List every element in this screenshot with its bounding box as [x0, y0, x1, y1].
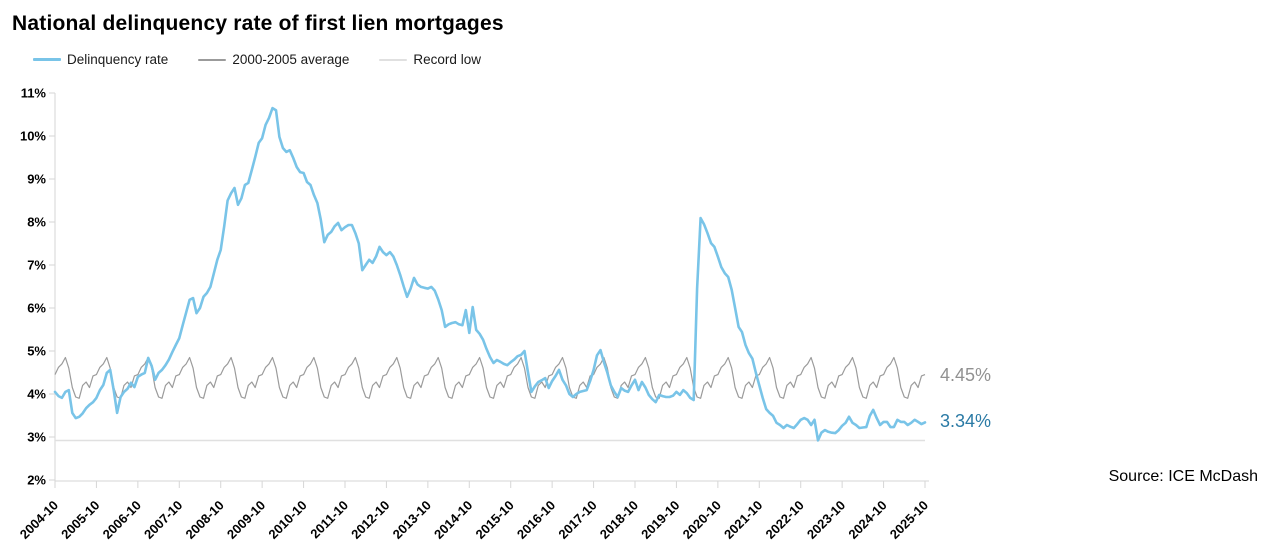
x-tick-label: 2024-10 [845, 498, 889, 542]
delinquency-end-value-label: 3.34% [940, 411, 992, 431]
x-tick-label: 2011-10 [307, 498, 351, 542]
x-tick-label: 2017-10 [555, 498, 599, 542]
y-tick-label: 6% [27, 301, 46, 316]
y-tick-label: 4% [27, 387, 46, 402]
legend-item-record-low[interactable]: Record low [379, 52, 481, 67]
x-tick-label: 2018-10 [597, 498, 641, 542]
y-tick-label: 10% [20, 129, 46, 144]
x-tick-label: 2012-10 [348, 498, 392, 542]
y-tick-label: 9% [27, 172, 46, 187]
y-tick-label: 7% [27, 258, 46, 273]
delinquency-rate-line-swatch-icon [33, 58, 61, 61]
x-tick-label: 2006-10 [100, 498, 144, 542]
x-tick-label: 2021-10 [721, 498, 765, 542]
x-tick-label: 2008-10 [182, 498, 226, 542]
average-line [54, 356, 926, 399]
y-tick-label: 8% [27, 215, 46, 230]
x-tick-label: 2010-10 [265, 498, 309, 542]
legend-label: Delinquency rate [67, 52, 169, 67]
legend-label: Record low [413, 52, 481, 67]
x-tick-label: 2013-10 [390, 498, 434, 542]
y-tick-label: 11% [21, 86, 47, 101]
x-tick-label: 2016-10 [514, 498, 558, 542]
average-line-swatch-icon [198, 58, 227, 61]
average-end-value-label: 4.45% [940, 365, 992, 385]
y-tick-label: 3% [27, 430, 46, 445]
x-tick-label: 2023-10 [804, 498, 848, 542]
record-low-line-swatch-icon [379, 58, 408, 61]
delinquency-rate-line [53, 106, 927, 442]
x-tick-label: 2014-10 [431, 498, 475, 542]
y-tick-label: 5% [27, 344, 46, 359]
chart-title: National delinquency rate of first lien … [12, 12, 504, 35]
x-tick-label: 2004-10 [17, 498, 61, 542]
axes [54, 93, 929, 482]
y-tick-label: 2% [27, 473, 46, 488]
x-axis-ticks: 2004-102005-102006-102007-102008-102009-… [17, 481, 931, 542]
legend-label: 2000-2005 average [232, 52, 350, 67]
x-tick-label: 2005-10 [58, 498, 102, 542]
x-tick-label: 2007-10 [141, 498, 185, 542]
y-axis-ticks: 2% 3% 4% 5% 6% 7% 8% 9% 10% 11% [20, 86, 55, 488]
x-tick-label: 2019-10 [638, 498, 682, 542]
x-tick-label: 2022-10 [762, 498, 806, 542]
x-tick-label: 2009-10 [224, 498, 268, 542]
legend-item-delinquency-rate[interactable]: Delinquency rate [33, 52, 168, 67]
x-tick-label: 2020-10 [680, 498, 724, 542]
source-attribution: Source: ICE McDash [1108, 468, 1258, 485]
legend: Delinquency rate 2000-2005 average Recor… [33, 52, 481, 67]
x-tick-label: 2015-10 [472, 498, 516, 542]
legend-item-2000-2005-average[interactable]: 2000-2005 average [198, 52, 349, 67]
x-tick-label: 2025-10 [887, 498, 931, 542]
